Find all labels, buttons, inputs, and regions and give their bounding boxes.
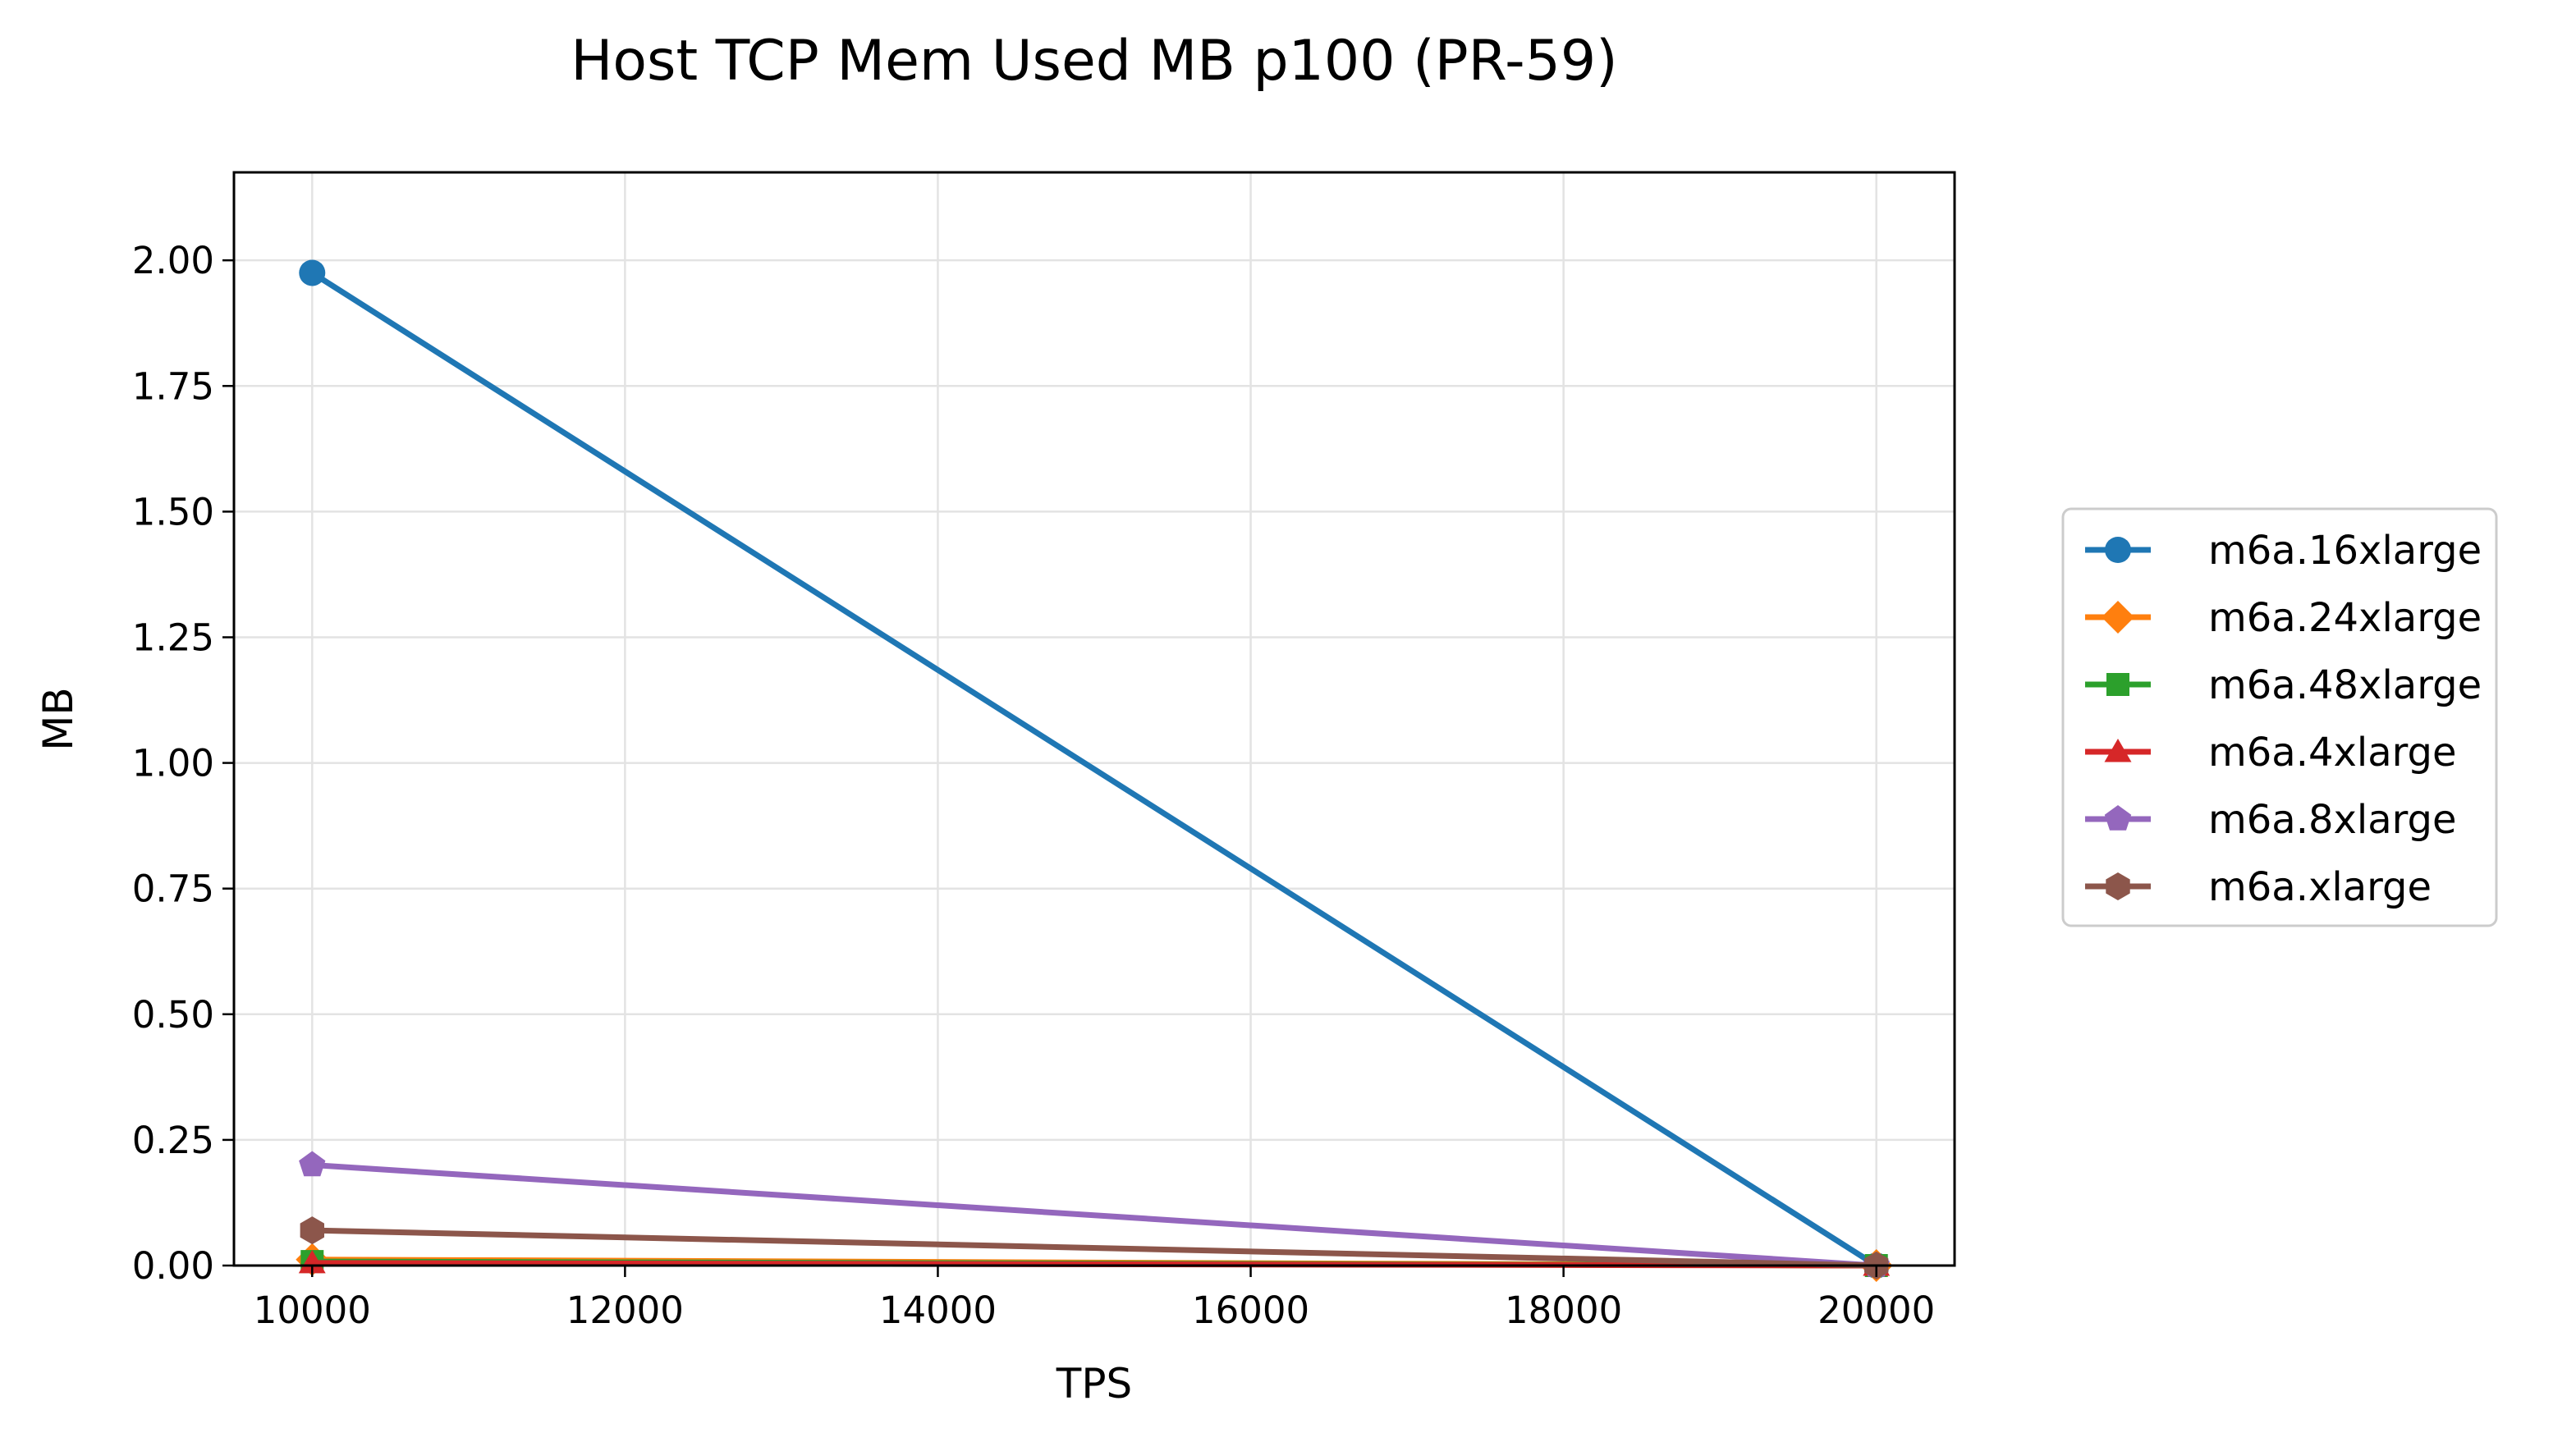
data-point xyxy=(299,1151,326,1177)
series-line xyxy=(308,268,1881,1270)
legend-item: m6a.48xlarge xyxy=(2085,662,2482,708)
y-tick-label: 0.00 xyxy=(132,1244,214,1288)
chart-title: Host TCP Mem Used MB p100 (PR-59) xyxy=(571,29,1617,94)
data-point xyxy=(300,1216,324,1245)
legend-item: m6a.8xlarge xyxy=(2085,797,2457,843)
x-axis: 10000 12000 14000 16000 18000 20000 xyxy=(254,1266,1935,1332)
y-axis: 0.00 0.25 0.50 0.75 1.00 1.25 1.50 1.75 2.00 xyxy=(132,239,234,1288)
x-tick-label: 12000 xyxy=(566,1289,684,1332)
y-tick-label: 2.00 xyxy=(132,239,214,282)
y-tick-label: 0.50 xyxy=(132,993,214,1037)
y-tick-label: 1.75 xyxy=(132,364,214,408)
legend-marker xyxy=(2104,805,2132,831)
series-layer xyxy=(296,259,1893,1282)
series-line xyxy=(309,1161,1880,1269)
legend-label: m6a.4xlarge xyxy=(2208,730,2457,776)
series-line xyxy=(309,1227,1880,1269)
x-axis-label: TPS xyxy=(1056,1360,1132,1408)
legend-item: m6a.16xlarge xyxy=(2085,528,2482,574)
series-m6a.xlarge xyxy=(300,1216,1889,1279)
y-tick-label: 1.00 xyxy=(132,742,214,785)
legend-label: m6a.xlarge xyxy=(2208,864,2432,910)
legend-marker xyxy=(2105,537,2131,563)
legend-item: m6a.4xlarge xyxy=(2085,730,2457,776)
data-point xyxy=(298,1249,326,1274)
data-point xyxy=(299,259,326,286)
legend-label: m6a.24xlarge xyxy=(2208,595,2482,641)
x-tick-label: 20000 xyxy=(1817,1289,1935,1332)
legend-marker xyxy=(2106,872,2130,900)
y-tick-label: 1.25 xyxy=(132,616,214,659)
legend-marker xyxy=(2106,673,2129,696)
x-tick-label: 14000 xyxy=(879,1289,997,1332)
y-tick-label: 0.25 xyxy=(132,1119,214,1162)
x-tick-label: 18000 xyxy=(1505,1289,1622,1332)
legend-item: m6a.xlarge xyxy=(2085,864,2432,910)
grid xyxy=(234,172,1955,1267)
legend: m6a.16xlarge m6a.24xlarge m6a.48xlarge m6a.… xyxy=(2061,507,2498,927)
series-m6a.16xlarge xyxy=(299,259,1890,1279)
x-tick-label: 16000 xyxy=(1192,1289,1309,1332)
y-axis-label: MB xyxy=(34,687,82,750)
legend-label: m6a.48xlarge xyxy=(2208,662,2482,708)
legend-marker xyxy=(2102,601,2134,634)
legend-marker xyxy=(2104,739,2132,762)
y-tick-label: 1.50 xyxy=(132,490,214,533)
legend-label: m6a.16xlarge xyxy=(2208,528,2482,574)
legend-label: m6a.8xlarge xyxy=(2208,797,2457,843)
x-tick-label: 10000 xyxy=(254,1289,371,1332)
y-tick-label: 0.75 xyxy=(132,867,214,911)
legend-item: m6a.24xlarge xyxy=(2085,595,2482,641)
legend-frame xyxy=(2061,507,2498,927)
plot-area-frame xyxy=(232,171,1956,1267)
